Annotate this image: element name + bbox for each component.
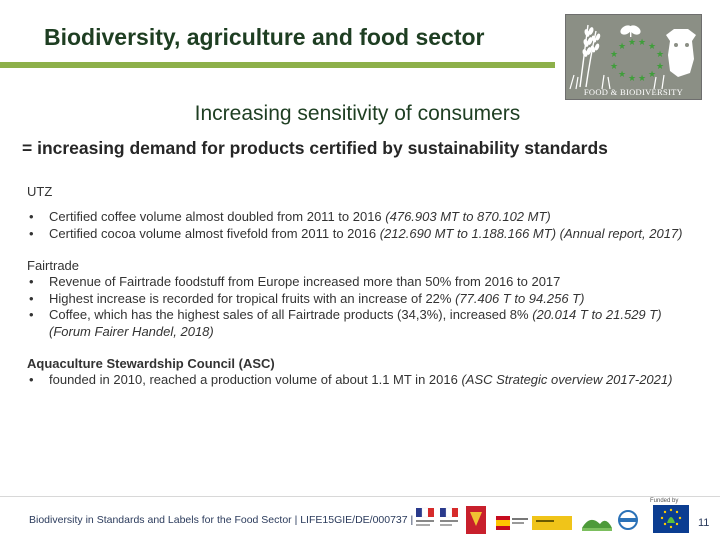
partner-logo-blue — [618, 510, 638, 530]
list-item: • Coffee, which has the highest sales of … — [27, 307, 702, 340]
item-text: Highest increase is recorded for tropica… — [49, 290, 456, 306]
logo-caption: FOOD & BIODIVERSITY — [583, 87, 684, 97]
section-heading: Fairtrade — [27, 258, 80, 273]
svg-text:★: ★ — [648, 42, 656, 52]
list-item: • Revenue of Fairtrade foodstuff from Eur… — [27, 274, 702, 291]
item-source: (ASC Strategic overview 2017-2021) — [461, 372, 673, 387]
item-text: Certified cocoa volume almost fivefold f… — [49, 225, 380, 241]
bullet-mark: • — [29, 307, 34, 322]
region-logo — [466, 506, 486, 534]
logo-graphic: ★ ★ ★ ★ ★ ★ ★ ★ ★ ★ ★ ★ — [569, 24, 696, 90]
bullet-mark: • — [29, 209, 34, 224]
item-text: Certified coffee volume almost doubled f… — [49, 209, 386, 224]
partner-logo-green — [582, 519, 612, 531]
item-text: founded in 2010, reached a production vo… — [49, 372, 462, 387]
key-claim: = increasing demand for products certifi… — [22, 138, 608, 158]
food-biodiversity-logo: ★ ★ ★ ★ ★ ★ ★ ★ ★ ★ ★ ★ FOOD & BIODIVERS… — [565, 14, 702, 100]
svg-text:★: ★ — [648, 70, 656, 80]
bullet-mark: • — [29, 225, 34, 241]
spain-government-logo — [496, 516, 528, 530]
section-fairtrade: Fairtrade • Revenue of Fairtrade foodstuf… — [27, 258, 702, 340]
item-text: Revenue of Fairtrade foodstuff from Euro… — [49, 274, 561, 289]
item-source: (212.690 MT to 1.188.166 MT) (Annual rep… — [379, 225, 683, 241]
partner-logos-graphic — [416, 506, 638, 534]
svg-text:★: ★ — [638, 74, 646, 84]
bullet-mark: • — [29, 290, 34, 306]
svg-text:★: ★ — [628, 38, 636, 48]
funded-by-label: Funded by — [650, 498, 679, 504]
item-source: (77.406 T to 94.256 T) — [455, 290, 585, 306]
section-utz: UTZ • Certified coffee volume almost doub… — [27, 184, 702, 242]
list-item: • founded in 2010, reached a production v… — [27, 372, 702, 389]
svg-text:★: ★ — [610, 50, 618, 60]
life-programme-logo — [653, 505, 689, 533]
partner-logos — [410, 506, 688, 536]
section-heading: Aquaculture Stewardship Council (ASC) — [27, 356, 275, 371]
item-source: (476.903 MT to 870.102 MT) — [385, 209, 551, 224]
svg-text:★: ★ — [656, 50, 664, 60]
item-source: (20.014 T to 21.529 T) (Forum Fairer Han… — [49, 307, 662, 339]
section-asc: Aquaculture Stewardship Council (ASC) • f… — [27, 356, 702, 389]
svg-text:★: ★ — [656, 62, 664, 72]
footer-divider — [0, 496, 720, 497]
bullet-list: • Revenue of Fairtrade foodstuff from Eur… — [27, 274, 702, 340]
svg-text:★: ★ — [638, 38, 646, 48]
ministry-logo — [440, 507, 458, 526]
list-item: • Certified cocoa volume almost fivefold … — [27, 226, 702, 243]
bullet-mark: • — [29, 372, 34, 387]
svg-text:★: ★ — [618, 42, 626, 52]
section-heading: UTZ — [27, 184, 53, 199]
page-number: 11 — [698, 517, 710, 529]
slide-content: UTZ • Certified coffee volume almost doub… — [27, 184, 702, 405]
partner-logo-yellow — [532, 516, 572, 530]
footer-project-text: Biodiversity in Standards and Labels for… — [29, 514, 414, 526]
slide-subtitle: Increasing sensitivity of consumers — [194, 102, 521, 125]
svg-text:★: ★ — [628, 74, 636, 84]
title-underline — [0, 62, 555, 68]
svg-text:★: ★ — [618, 70, 626, 80]
list-item: • Highest increase is recorded for tropic… — [27, 291, 702, 308]
slide-title: Biodiversity, agriculture and food secto… — [44, 24, 485, 50]
list-item: • Certified coffee volume almost doubled … — [27, 209, 702, 226]
svg-text:★: ★ — [610, 62, 618, 72]
bullet-mark: • — [29, 274, 34, 289]
french-republic-logo — [416, 507, 434, 526]
bullet-list: • founded in 2010, reached a production v… — [27, 372, 702, 389]
item-text: Coffee, which has the highest sales of a… — [49, 307, 533, 322]
bullet-list: • Certified coffee volume almost doubled … — [27, 209, 702, 242]
